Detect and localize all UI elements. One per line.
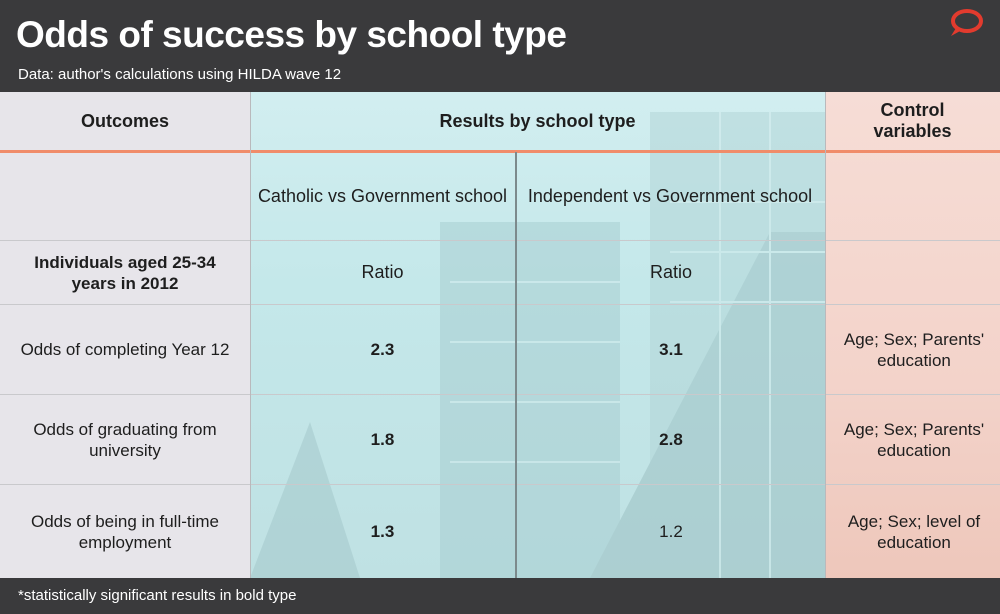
footnote: *statistically significant results in bo…: [18, 587, 297, 604]
column-divider: [250, 92, 251, 578]
results-column-bg: [250, 92, 825, 578]
building-background-image: [250, 112, 825, 578]
value-catholic: 2.3: [370, 340, 395, 359]
speech-bubble-icon: [951, 9, 983, 36]
value-independent: 3.1: [659, 340, 683, 359]
results-table: Outcomes Results by school type Control …: [0, 92, 1000, 578]
column-divider: [515, 152, 517, 578]
column-label-catholic: Catholic vs Government school: [257, 186, 508, 206]
value-catholic: 1.3: [370, 522, 395, 541]
controls-label: Age; Sex; Parents' education: [843, 419, 985, 460]
header-outcomes: Outcomes: [80, 110, 170, 131]
outcome-label: Odds of graduating from university: [33, 419, 217, 460]
header: Odds of success by school type Data: aut…: [0, 0, 1000, 92]
row-divider: [0, 394, 1000, 395]
outcome-label: Odds of being in full-time employment: [30, 511, 220, 552]
page-title: Odds of success by school type: [16, 14, 567, 55]
outcome-label: Odds of completing Year 12: [20, 340, 230, 359]
row-divider: [0, 484, 1000, 485]
row-divider: [0, 304, 1000, 305]
header-results: Results by school type: [439, 110, 636, 131]
controls-column-bg: [825, 92, 1000, 578]
value-independent: 2.8: [659, 430, 683, 449]
header-divider: [0, 150, 1000, 153]
controls-label: Age; Sex; Parents' education: [843, 329, 985, 370]
outcomes-column-bg: [0, 92, 250, 578]
data-source-note: Data: author's calculations using HILDA …: [18, 66, 342, 83]
column-label-independent: Independent vs Government school: [527, 186, 813, 206]
value-catholic: 1.8: [370, 430, 395, 449]
header-controls: Control variables: [873, 100, 952, 141]
group-label: Individuals aged 25-34 years in 2012: [34, 252, 216, 293]
unit-label-independent: Ratio: [649, 262, 693, 282]
row-divider: [0, 240, 1000, 241]
unit-label-catholic: Ratio: [361, 262, 404, 282]
value-independent: 1.2: [659, 522, 683, 541]
controls-label: Age; Sex; level of education: [847, 511, 981, 552]
column-divider: [825, 92, 826, 578]
footer: *statistically significant results in bo…: [0, 578, 1000, 614]
